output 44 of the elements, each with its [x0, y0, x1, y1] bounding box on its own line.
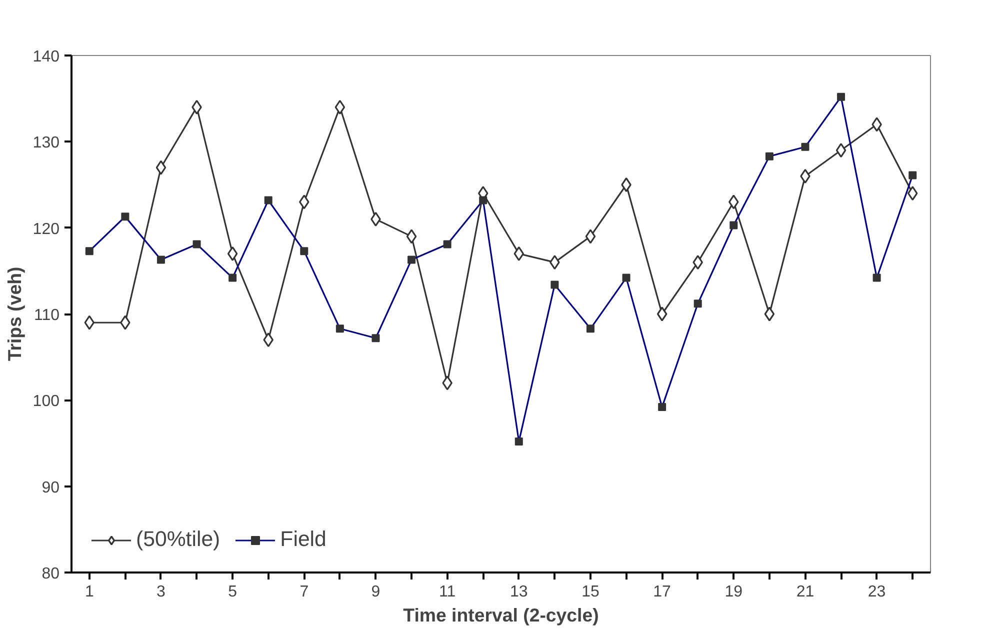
x-tick-label: 23	[868, 584, 886, 600]
point	[836, 142, 846, 158]
x-axis-title: Time interval (2-cycle)	[403, 604, 599, 626]
point	[192, 100, 202, 114]
y-tick-label: 110	[34, 307, 60, 324]
x-tick-label: 17	[653, 584, 672, 600]
point	[84, 315, 95, 330]
x-tick-label: 15	[582, 584, 600, 600]
point	[764, 306, 775, 322]
point	[585, 229, 596, 244]
x-tick-label: 5	[228, 584, 238, 600]
y-axis-title: Trips (veh)	[4, 266, 25, 362]
point	[692, 255, 703, 270]
point	[872, 117, 882, 132]
point	[120, 315, 130, 330]
point	[406, 229, 417, 244]
x-tick-label: 3	[156, 584, 166, 600]
legend-label: Field	[280, 527, 326, 552]
x-tick-label: 11	[439, 584, 456, 600]
y-tick-label: 90	[42, 479, 60, 496]
x-tick-label: 21	[796, 584, 814, 600]
x-tick-label: 9	[371, 584, 380, 600]
x-tick-label: 1	[84, 584, 94, 600]
point	[334, 100, 346, 114]
y-tick-label: 120	[32, 220, 60, 238]
y-tick-label: 100	[32, 393, 60, 410]
x-tick-label: 19	[724, 584, 743, 600]
point	[800, 168, 810, 184]
point	[907, 186, 918, 201]
y-tick-label: 140	[32, 48, 60, 66]
x-tick-label: 13	[510, 584, 528, 600]
point	[442, 376, 452, 390]
y-tick-label: 130	[32, 134, 60, 152]
x-tick-label: 7	[300, 584, 309, 600]
legend-label: (50%tile)	[136, 527, 220, 552]
point	[263, 332, 274, 348]
y-tick-label: 80	[42, 566, 60, 582]
point	[227, 246, 238, 261]
point	[728, 194, 739, 210]
point	[514, 246, 524, 261]
point	[156, 160, 166, 175]
point	[656, 306, 668, 322]
point	[299, 194, 310, 210]
point	[550, 255, 560, 270]
